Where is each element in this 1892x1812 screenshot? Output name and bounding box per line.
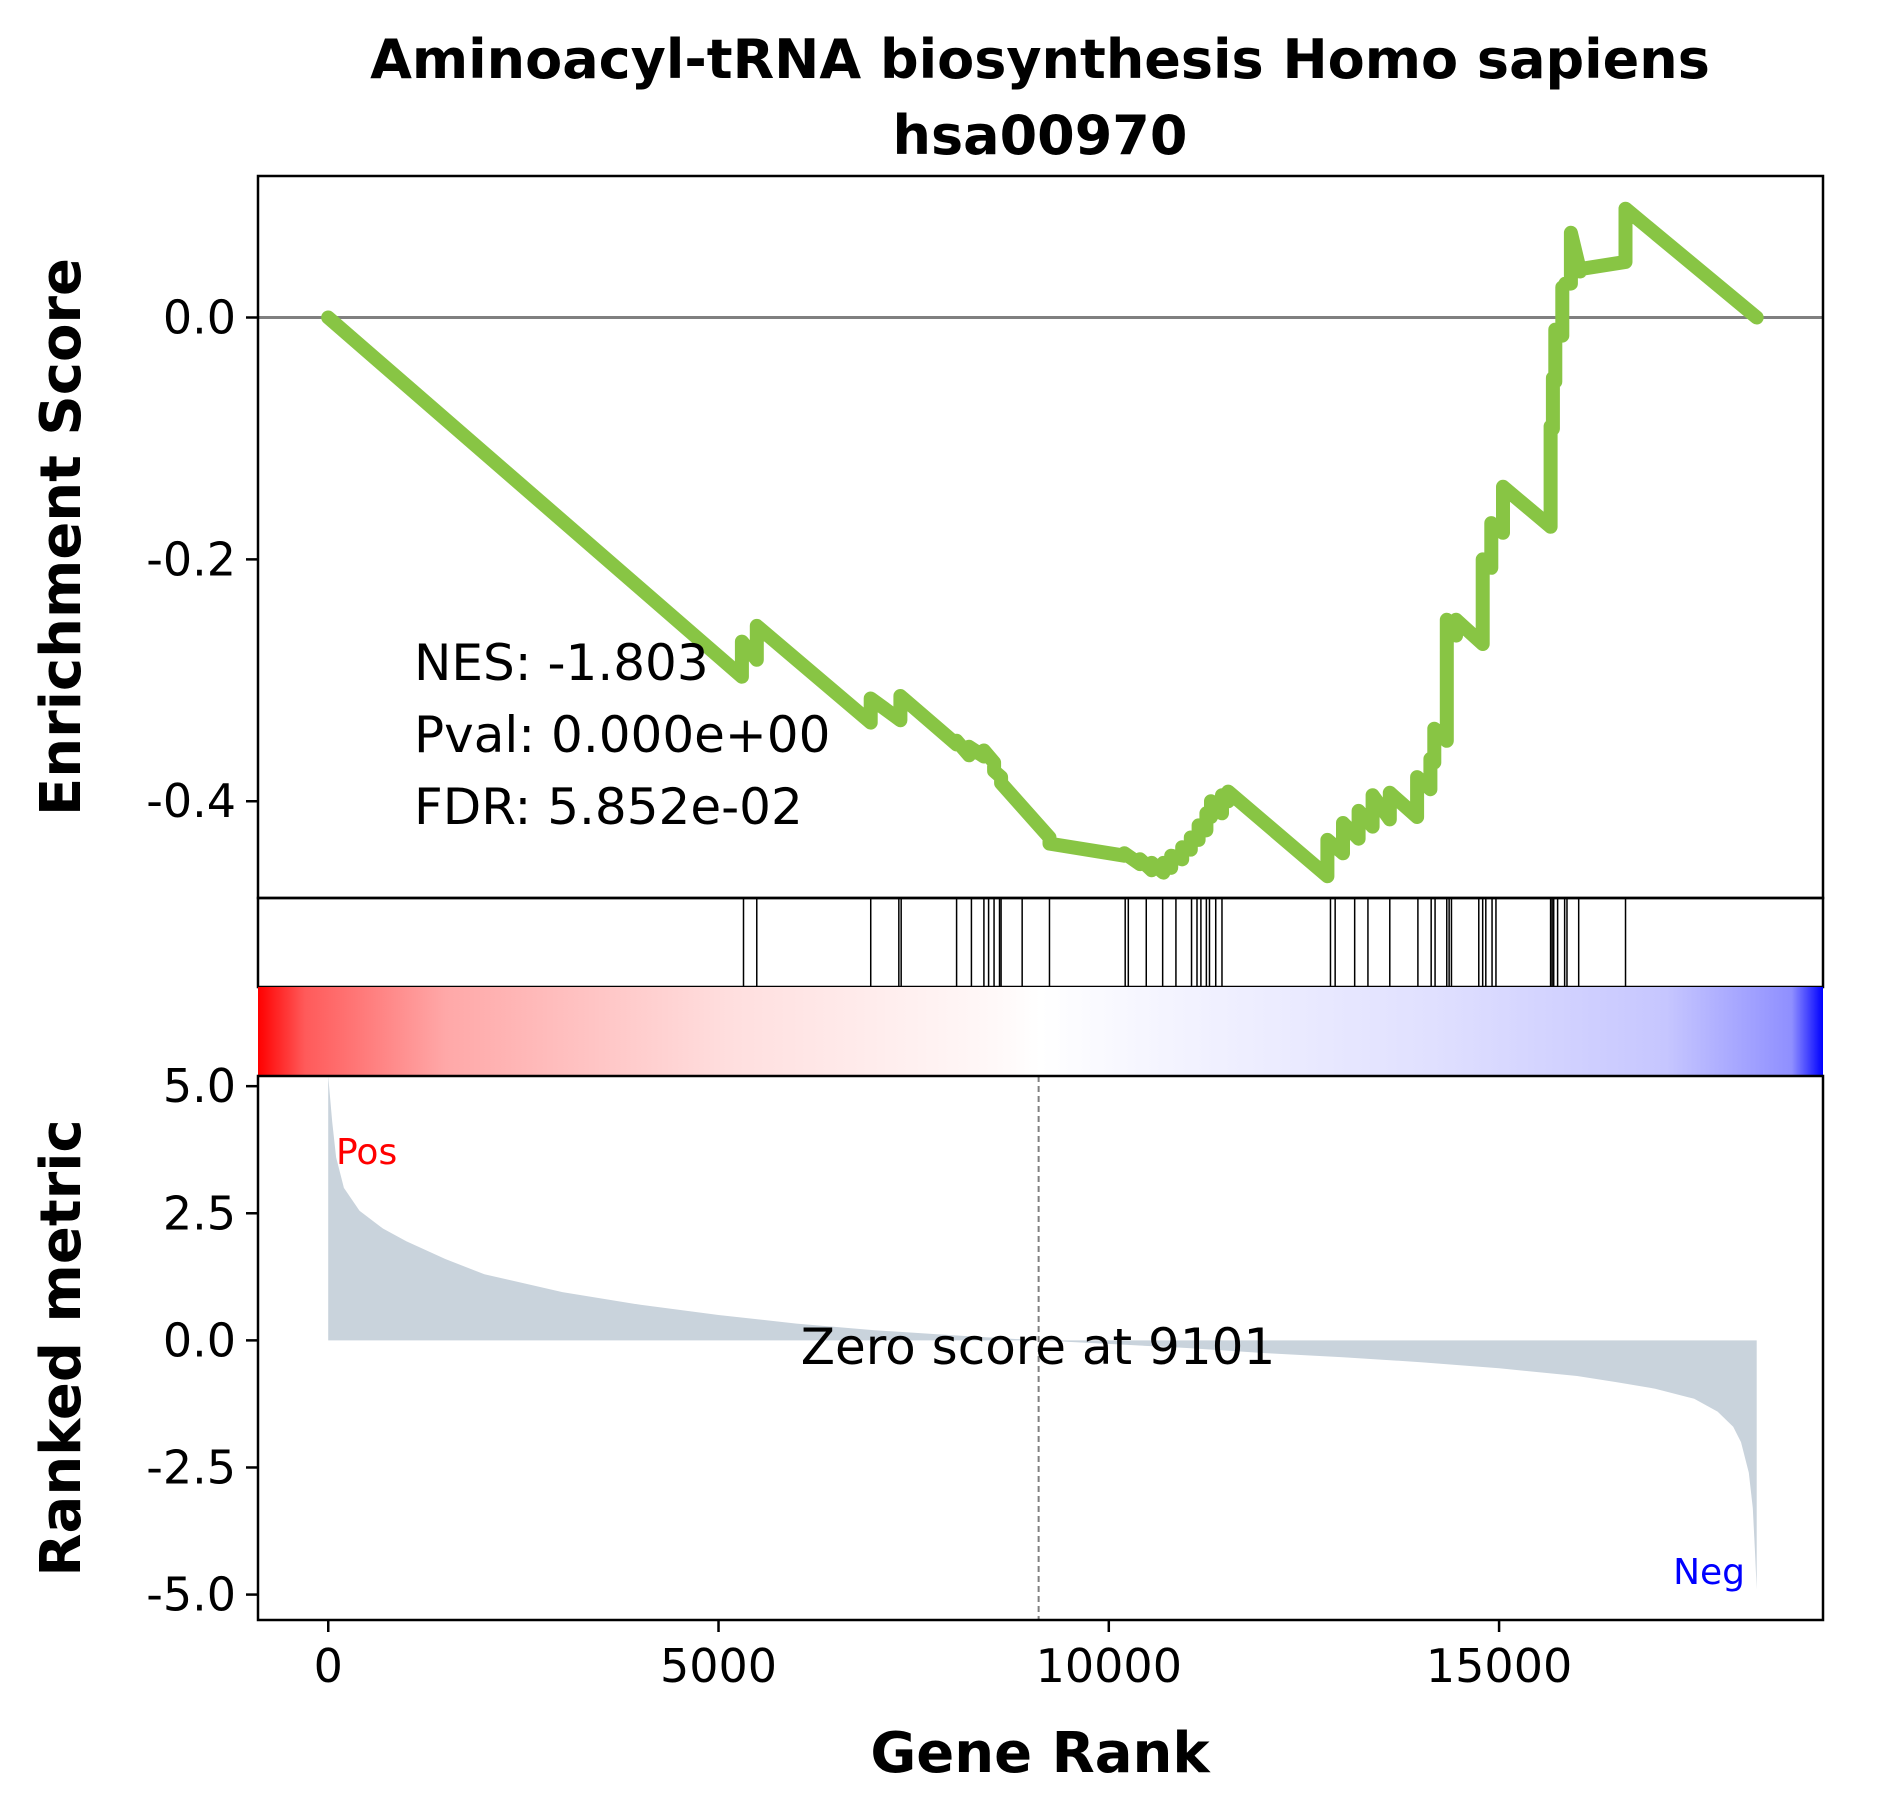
x-tick-label: 15000 — [1426, 1639, 1572, 1693]
metric-y-ticks: 5.0 2.5 0.0 -2.5 -5.0 — [146, 1059, 258, 1622]
y-axis-label-es: Enrichment Score — [29, 258, 94, 816]
y-axis-label-metric: Ranked metric — [29, 1119, 94, 1576]
es-y-tick-label: -0.2 — [146, 532, 236, 586]
x-tick-label: 10000 — [1036, 1639, 1182, 1693]
metric-panel: Zero score at 9101 Pos Neg 5.0 2.5 0.0 -2.5… — [146, 1059, 1825, 1622]
x-tick-label: 5000 — [660, 1639, 777, 1693]
neg-label: Neg — [1673, 1552, 1745, 1593]
fdr-label: FDR: 5.852e-02 — [414, 778, 803, 836]
metric-y-tick-label: -5.0 — [146, 1568, 236, 1622]
hits-panel — [256, 896, 1825, 989]
x-axis-ticks: 0 5000 10000 15000 — [314, 1620, 1572, 1693]
ranked-metric-area — [328, 1076, 1757, 1590]
metric-y-tick-label: 2.5 — [163, 1186, 236, 1240]
x-axis-label: Gene Rank — [870, 1721, 1211, 1786]
rank-color-bar — [258, 987, 1823, 1076]
metric-y-tick-label: 5.0 — [163, 1059, 236, 1113]
running-es-line — [321, 201, 1764, 884]
pval-label: Pval: 0.000e+00 — [414, 706, 830, 764]
metric-panel-frame — [256, 1074, 1825, 1622]
chart-title-line2: hsa00970 — [893, 104, 1188, 167]
hits-panel-frame — [256, 896, 1825, 989]
zero-score-label: Zero score at 9101 — [801, 1318, 1276, 1376]
es-y-ticks: 0.0 -0.2 -0.4 — [146, 290, 258, 828]
es-y-tick-label: 0.0 — [163, 290, 236, 344]
nes-label: NES: -1.803 — [414, 634, 709, 692]
pos-label: Pos — [336, 1132, 397, 1173]
metric-y-tick-label: -2.5 — [146, 1440, 236, 1494]
chart-title-line1: Aminoacyl-tRNA biosynthesis Homo sapiens — [370, 28, 1710, 91]
es-panel: 0.0-0.2-0.4 NES: -1.803 Pval: 0.000e+00 … — [146, 174, 1825, 900]
es-y-tick-label: -0.4 — [146, 774, 236, 828]
metric-y-tick-label: 0.0 — [163, 1313, 236, 1367]
x-tick-label: 0 — [314, 1639, 343, 1693]
hit-lines — [742, 898, 1627, 987]
